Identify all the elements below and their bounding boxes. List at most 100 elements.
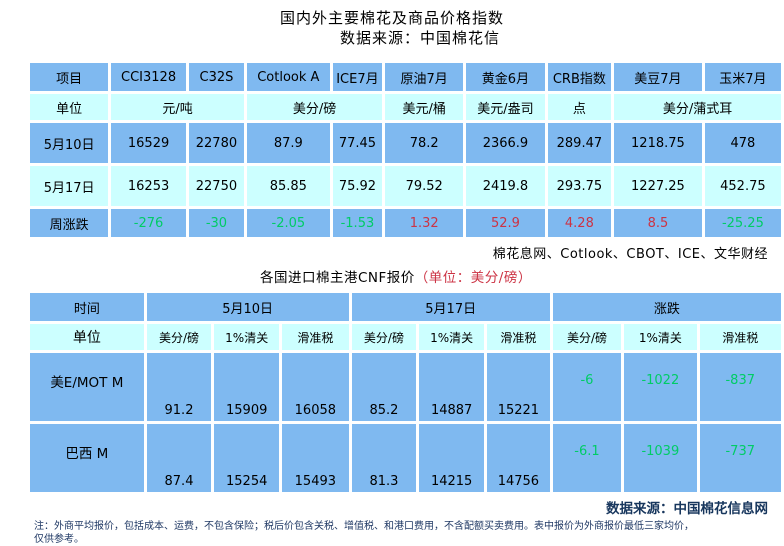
header-cell-c32s: C32S	[188, 63, 244, 91]
value-cell: 15254	[214, 424, 280, 492]
unit-cell-cent-per-lb: 美分/磅	[247, 94, 383, 120]
cnf-table-title-text: 各国进口棉主港CNF报价	[260, 270, 415, 286]
value-cell: 478	[704, 123, 781, 163]
header-cell-gold-june: 黄金6月	[466, 63, 545, 91]
unit-cell: 滑准税	[282, 324, 349, 350]
row-label: 5月17日	[30, 166, 109, 206]
header-cell-ice-july: ICE7月	[332, 63, 383, 91]
value-cell: 293.75	[547, 166, 612, 206]
value-cell: 91.2	[146, 353, 212, 421]
table2-row-brazil-m: 巴西 M 87.4 15254 15493 81.3 14215 14756 -…	[30, 424, 781, 492]
change-cell: -1022	[624, 353, 697, 421]
table1-unit-row: 单位 元/吨 美分/磅 美元/桶 美元/盎司 点 美分/蒲式耳	[30, 94, 781, 120]
header-cell-cci3128: CCI3128	[111, 63, 186, 91]
value-cell: 15493	[282, 424, 349, 492]
cnf-table-title: 各国进口棉主港CNF报价（单位：美分/磅）	[260, 266, 784, 286]
header-cell-may17: 5月17日	[351, 293, 550, 321]
table1-sources-caption: 棉花息网、Cotlook、CBOT、ICE、文华财经	[492, 247, 768, 262]
cnf-quote-table: 时间 5月10日 5月17日 涨跌 单位 美分/磅 1%清关 滑准税 美分/磅 …	[27, 290, 784, 495]
unit-row-label: 单位	[30, 94, 109, 120]
value-cell: 81.3	[351, 424, 417, 492]
unit-cell-usd-per-barrel: 美元/桶	[385, 94, 464, 120]
value-cell: 77.45	[332, 123, 383, 163]
value-cell: 14756	[487, 424, 550, 492]
change-cell: -276	[111, 209, 186, 237]
unit-cell-usd-per-oz: 美元/盎司	[466, 94, 545, 120]
header-cell-may10: 5月10日	[146, 293, 349, 321]
change-cell: -6	[552, 353, 622, 421]
value-cell: 1227.25	[614, 166, 702, 206]
value-cell: 15909	[214, 353, 280, 421]
value-cell: 78.2	[385, 123, 464, 163]
unit-cell: 1%清关	[419, 324, 484, 350]
header-cell-cotlook-a: Cotlook A	[247, 63, 330, 91]
unit-cell: 美分/磅	[146, 324, 212, 350]
change-cell: -1039	[624, 424, 697, 492]
value-cell: 2366.9	[466, 123, 545, 163]
unit-cell: 1%清关	[214, 324, 280, 350]
unit-cell-point: 点	[547, 94, 612, 120]
table1-row-may10: 5月10日 16529 22780 87.9 77.45 78.2 2366.9…	[30, 123, 781, 163]
unit-cell: 滑准税	[699, 324, 781, 350]
cnf-table-title-unit: （单位：美分/磅）	[414, 270, 532, 286]
row-label: 美E/MOT M	[30, 353, 144, 421]
unit-cell-yuan-per-ton: 元/吨	[111, 94, 244, 120]
table2-row-us-emot-m: 美E/MOT M 91.2 15909 16058 85.2 14887 152…	[30, 353, 781, 421]
unit-cell-cent-per-bushel: 美分/蒲式耳	[614, 94, 781, 120]
value-cell: 75.92	[332, 166, 383, 206]
value-cell: 87.9	[247, 123, 330, 163]
value-cell: 1218.75	[614, 123, 702, 163]
footnote-line1: 注：外商平均报价，包括成本、运费，不包含保险；税后价包含关税、增值税、和港口费用…	[34, 521, 694, 532]
row-label: 巴西 M	[30, 424, 144, 492]
header-cell-corn-july: 玉米7月	[704, 63, 781, 91]
value-cell: 14215	[419, 424, 484, 492]
change-cell: 52.9	[466, 209, 545, 237]
table2-unit-row: 单位 美分/磅 1%清关 滑准税 美分/磅 1%清关 滑准税 美分/磅 1%清关…	[30, 324, 781, 350]
value-cell: 452.75	[704, 166, 781, 206]
value-cell: 16253	[111, 166, 186, 206]
table1-row-weekly-change: 周涨跌 -276 -30 -2.05 -1.53 1.32 52.9 4.28 …	[30, 209, 781, 237]
change-cell: 8.5	[614, 209, 702, 237]
value-cell: 79.52	[385, 166, 464, 206]
value-cell: 16058	[282, 353, 349, 421]
unit-cell: 1%清关	[624, 324, 697, 350]
value-cell: 87.4	[146, 424, 212, 492]
page-title: 国内外主要棉花及商品价格指数	[279, 9, 504, 27]
value-cell: 15221	[487, 353, 550, 421]
unit-cell: 滑准税	[487, 324, 550, 350]
unit-cell: 美分/磅	[351, 324, 417, 350]
change-cell: -737	[699, 424, 781, 492]
change-cell: -2.05	[247, 209, 330, 237]
value-cell: 22780	[188, 123, 244, 163]
data-source-subtitle: 数据来源：中国棉花信	[339, 29, 500, 47]
value-cell: 22750	[188, 166, 244, 206]
price-index-table: 项目 CCI3128 C32S Cotlook A ICE7月 原油7月 黄金6…	[27, 60, 784, 240]
header-cell-item: 项目	[30, 63, 109, 91]
row-label: 周涨跌	[30, 209, 109, 237]
unit-row-label: 单位	[30, 324, 144, 350]
header-cell-crude-july: 原油7月	[385, 63, 464, 91]
value-cell: 16529	[111, 123, 186, 163]
header-cell-time: 时间	[30, 293, 144, 321]
header-cell-crb-index: CRB指数	[547, 63, 612, 91]
change-cell: -30	[188, 209, 244, 237]
header-cell-change: 涨跌	[552, 293, 781, 321]
table1-header-row: 项目 CCI3128 C32S Cotlook A ICE7月 原油7月 黄金6…	[30, 63, 781, 91]
bottom-data-source: 数据来源：中国棉花信息网	[606, 501, 768, 517]
table2-header-row: 时间 5月10日 5月17日 涨跌	[30, 293, 781, 321]
change-cell: -6.1	[552, 424, 622, 492]
change-cell: 1.32	[385, 209, 464, 237]
unit-cell: 美分/磅	[552, 324, 622, 350]
value-cell: 14887	[419, 353, 484, 421]
value-cell: 289.47	[547, 123, 612, 163]
row-label: 5月10日	[30, 123, 109, 163]
change-cell: 4.28	[547, 209, 612, 237]
header-cell-soybean-july: 美豆7月	[614, 63, 702, 91]
footnote-line2: 仅供参考。	[34, 534, 84, 545]
change-cell: -25.25	[704, 209, 781, 237]
footnote: 注：外商平均报价，包括成本、运费，不包含保险；税后价包含关税、增值税、和港口费用…	[34, 520, 744, 546]
value-cell: 85.85	[247, 166, 330, 206]
change-cell: -1.53	[332, 209, 383, 237]
table1-row-may17: 5月17日 16253 22750 85.85 75.92 79.52 2419…	[30, 166, 781, 206]
change-cell: -837	[699, 353, 781, 421]
